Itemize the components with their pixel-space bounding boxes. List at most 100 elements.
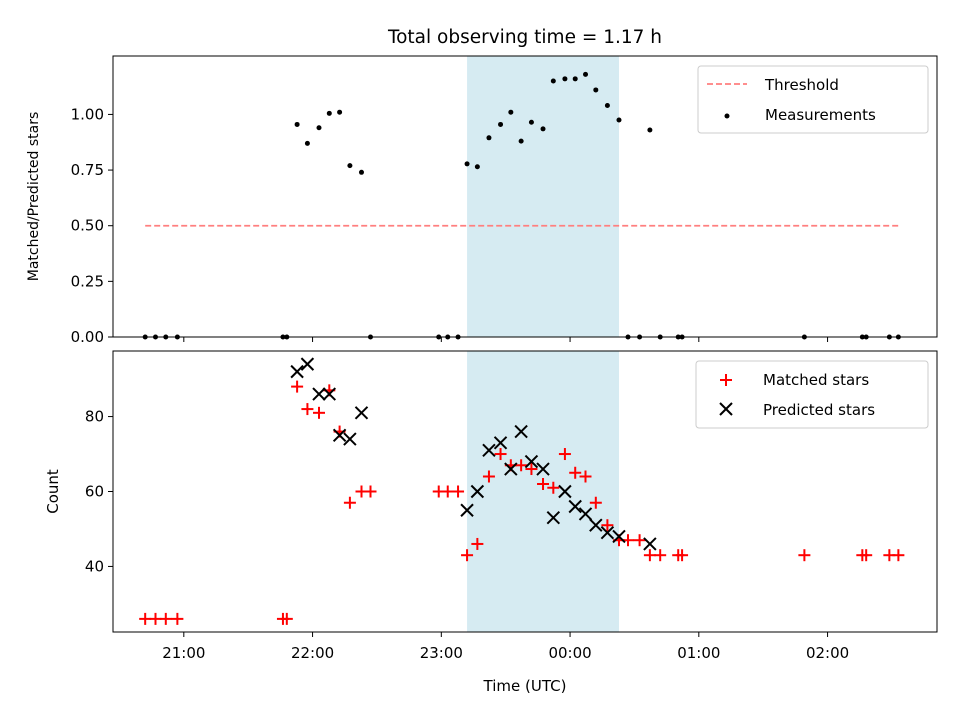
measurement-point xyxy=(304,140,310,146)
matched-star-point xyxy=(558,448,571,461)
bottom-legend: Matched stars Predicted stars xyxy=(695,360,929,429)
predicted-star-point xyxy=(546,511,561,525)
measurement-point xyxy=(337,109,343,115)
predicted-star-point xyxy=(589,518,603,532)
bottom-highlight-span xyxy=(467,351,619,632)
matched-star-point xyxy=(461,549,474,562)
bottom-panel: 40 60 80 21:00 22:00 23:00 00:00 01:00 02:00 Ti… xyxy=(44,350,938,695)
matched-star-point xyxy=(515,459,528,472)
top-legend: Threshold Measurements xyxy=(697,65,929,134)
matched-star-point xyxy=(280,612,293,625)
matched-star-point xyxy=(494,448,507,461)
measurement-point xyxy=(562,76,568,82)
predicted-star-point xyxy=(612,529,626,544)
matched-star-point xyxy=(589,496,602,509)
measurement-point xyxy=(616,117,622,123)
measurement-point xyxy=(508,109,514,115)
matched-star-point xyxy=(149,612,162,625)
bottom-legend-box xyxy=(695,360,929,429)
top-legend-box xyxy=(697,65,929,134)
bottom-y-tick-label: 60 xyxy=(85,483,104,501)
measurement-point xyxy=(583,71,589,77)
measurement-point xyxy=(572,76,578,82)
measurement-point xyxy=(528,119,534,125)
measurement-point xyxy=(316,125,322,131)
bottom-x-tick-label: 22:00 xyxy=(291,644,334,662)
measurement-point xyxy=(464,161,470,167)
matched-star-point xyxy=(633,534,646,547)
measurement-point xyxy=(593,87,599,93)
predicted-star-point xyxy=(536,462,550,476)
top-highlight-span xyxy=(467,56,619,337)
top-y-axis-label: Matched/Predicted stars xyxy=(26,112,42,282)
matched-star-point xyxy=(601,519,614,532)
predicted-star-point xyxy=(354,406,369,420)
measurement-point xyxy=(486,135,492,141)
top-title: Total observing time = 1.17 h xyxy=(387,27,662,48)
matched-star-point xyxy=(798,549,811,562)
matched-star-point xyxy=(654,549,667,562)
matched-star-point xyxy=(343,496,356,509)
matched-star-point xyxy=(860,549,873,562)
matched-star-point xyxy=(291,380,304,393)
measurement-point xyxy=(498,121,504,127)
legend-matched-label: Matched stars xyxy=(763,371,869,389)
predicted-star-point xyxy=(322,387,337,401)
predicted-star-point xyxy=(312,387,326,401)
measurement-point xyxy=(550,78,556,84)
matched-star-point xyxy=(643,549,656,562)
measurement-point xyxy=(474,164,480,170)
bottom-x-tick-label: 21:00 xyxy=(162,644,205,662)
matched-star-point xyxy=(892,549,905,562)
matched-star-point xyxy=(525,463,538,476)
bottom-x-tick-label: 23:00 xyxy=(420,644,463,662)
matched-star-point xyxy=(569,466,582,479)
matched-star-point xyxy=(547,481,560,494)
matched-star-point xyxy=(471,537,484,550)
predicted-star-point xyxy=(643,537,657,551)
predicted-star-point xyxy=(300,357,315,371)
matched-star-point xyxy=(364,485,377,498)
legend-measurements-label: Measurements xyxy=(765,106,876,124)
top-y-tick-label: 1.00 xyxy=(71,105,104,123)
predicted-legend-swatch xyxy=(719,402,733,416)
measurement-point xyxy=(347,163,353,169)
top-y-tick-label: 0.00 xyxy=(71,328,104,346)
measurement-point xyxy=(294,121,300,127)
top-panel: 0.00 0.25 0.50 0.75 1.00 Total observing tim… xyxy=(26,27,938,346)
predicted-star-point xyxy=(514,424,528,439)
legend-threshold-label: Threshold xyxy=(764,76,839,94)
matched-legend-swatch xyxy=(720,374,732,386)
measurement-point xyxy=(604,103,610,109)
matched-star-point xyxy=(676,549,689,562)
top-y-tick-label: 0.50 xyxy=(71,217,104,235)
predicted-star-point xyxy=(493,436,508,450)
top-axes-frame xyxy=(112,55,938,338)
matched-star-point xyxy=(482,470,495,483)
bottom-x-tick-label: 00:00 xyxy=(548,644,591,662)
measurement-point xyxy=(647,127,653,133)
predicted-star-point xyxy=(332,428,347,443)
predicted-star-point xyxy=(470,484,485,499)
predicted-star-point xyxy=(290,364,304,379)
measurement-point xyxy=(326,110,332,116)
predicted-star-point xyxy=(460,503,474,517)
matched-star-point xyxy=(441,485,454,498)
bottom-y-tick-label: 40 xyxy=(85,557,104,575)
matched-star-point xyxy=(159,612,172,625)
bottom-x-tick-label: 02:00 xyxy=(806,644,849,662)
predicted-star-point xyxy=(343,432,357,446)
top-y-tick-label: 0.25 xyxy=(71,272,104,290)
matched-star-point xyxy=(313,406,325,419)
predicted-star-point xyxy=(524,454,539,469)
top-y-tick-label: 0.75 xyxy=(71,161,104,179)
bottom-y-tick-label: 80 xyxy=(85,408,104,426)
predicted-star-point xyxy=(568,499,582,514)
measurement-point xyxy=(358,169,364,175)
legend-predicted-label: Predicted stars xyxy=(763,401,875,419)
measurement-point xyxy=(518,138,524,144)
measurements-legend-swatch xyxy=(724,113,730,119)
bottom-x-axis-label: Time (UTC) xyxy=(483,677,567,695)
matched-star-point xyxy=(171,612,184,625)
